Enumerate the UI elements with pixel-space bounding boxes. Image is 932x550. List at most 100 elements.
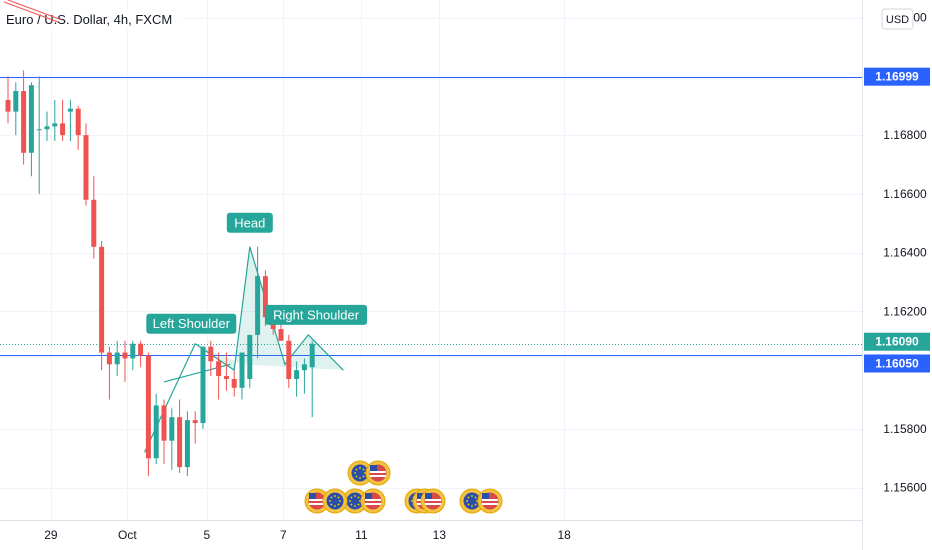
candle-body: [52, 123, 58, 127]
horizontal-line-group: [0, 77, 862, 356]
time-tick-label: 11: [355, 528, 368, 542]
candle-body: [169, 417, 175, 441]
candle-body: [5, 99, 11, 112]
candle: [216, 352, 222, 400]
candle: [255, 246, 261, 359]
candle: [161, 399, 167, 465]
time-tick-label: Oct: [118, 528, 137, 542]
flag-star: [362, 468, 365, 471]
candle: [177, 399, 183, 473]
time-tick-label: 7: [280, 528, 287, 542]
candle-body: [67, 108, 73, 112]
pattern-label[interactable]: Head: [226, 212, 273, 233]
price-tag: 1.16090: [864, 332, 930, 351]
flag-star: [471, 495, 473, 497]
eu-flag-icon[interactable]: [322, 488, 348, 514]
event-flags[interactable]: [304, 460, 503, 514]
flag-canton: [425, 493, 432, 499]
candle: [169, 408, 175, 471]
flag-canton: [365, 493, 372, 499]
candle-body: [91, 199, 97, 247]
us-flag-icon[interactable]: [365, 460, 391, 486]
title-background: [4, 9, 182, 29]
pattern-outline[interactable]: [143, 246, 344, 453]
candle-body: [60, 123, 66, 136]
price-tag-box: [864, 354, 930, 373]
candle-body: [200, 346, 206, 424]
eu-flag-icon[interactable]: [347, 460, 373, 486]
flag-star: [355, 475, 358, 478]
candle-body: [294, 370, 300, 379]
flag-stripe: [309, 499, 325, 501]
trendline-drawing[interactable]: [3, 1, 59, 23]
flag-face: [326, 492, 344, 510]
time-tick-label: 13: [433, 528, 447, 542]
candle-body: [262, 276, 268, 318]
flag-star: [359, 500, 361, 502]
candle: [309, 340, 315, 418]
pattern-label[interactable]: Left Shoulder: [146, 313, 237, 334]
flag-canton: [482, 493, 489, 499]
currency-button[interactable]: [881, 8, 914, 30]
pattern-fill: [195, 246, 344, 371]
us-flag-icon[interactable]: [360, 488, 386, 514]
flag-star: [337, 496, 340, 499]
candle: [13, 82, 19, 136]
us-flag-icon[interactable]: [477, 488, 503, 514]
time-tick-label: 5: [204, 528, 211, 542]
candle: [192, 411, 198, 444]
time-axis-ticks: 29 Oct 5 7 11 13 18: [44, 528, 571, 542]
symbol-title[interactable]: Euro / U.S. Dollar, 4h, FXCM: [6, 12, 172, 27]
candle-body: [278, 329, 284, 341]
price-tick-label: 1.16400: [883, 246, 927, 260]
flag-stripe: [365, 499, 381, 501]
candle-body: [75, 108, 81, 136]
candle-body: [130, 343, 136, 359]
price-tag-box: [864, 332, 930, 351]
price-tag-label: 1.16050: [875, 356, 919, 370]
us-flag-icon[interactable]: [304, 488, 330, 514]
flag-star: [350, 496, 353, 499]
candle-body: [99, 246, 105, 353]
flag-stripe: [370, 475, 386, 477]
candle-body: [301, 364, 307, 371]
price-axis[interactable]: [862, 0, 932, 550]
candle-body: [286, 340, 292, 379]
pattern-label-box: [226, 212, 273, 233]
flag-canton: [417, 493, 424, 499]
candle-body: [208, 346, 214, 362]
candle: [223, 352, 229, 391]
candle: [138, 340, 144, 368]
pattern-labels[interactable]: Left Shoulder Head Right Shoulder: [146, 212, 368, 334]
price-tag: 1.16999: [864, 67, 930, 86]
candle: [145, 352, 151, 476]
flag-star: [350, 503, 353, 506]
candle: [75, 105, 81, 150]
candle: [153, 393, 159, 465]
price-tick-label: 1.16200: [883, 304, 927, 318]
candle: [231, 370, 237, 397]
candle: [60, 99, 66, 142]
time-axis[interactable]: [0, 520, 862, 550]
flag-stripe: [425, 499, 441, 501]
eu-flag-icon[interactable]: [342, 488, 368, 514]
pattern-label-box: [265, 304, 368, 325]
candle: [36, 76, 42, 194]
trendline-drawing[interactable]: [7, 0, 63, 21]
flag-face: [351, 464, 369, 482]
candle-body: [122, 352, 128, 359]
flag-stripe: [365, 503, 381, 505]
flag-star: [354, 472, 356, 474]
candle: [91, 176, 97, 259]
candle-body: [184, 420, 190, 468]
flag-star: [339, 500, 341, 502]
pattern-label-text: Head: [234, 215, 265, 230]
candle: [247, 334, 253, 388]
price-tick-label: 1.15600: [883, 481, 927, 495]
candle: [286, 334, 292, 388]
us-flag-icon[interactable]: [420, 488, 446, 514]
candle-body: [28, 85, 34, 153]
time-tick-label: 18: [557, 528, 571, 542]
pattern-label[interactable]: Right Shoulder: [265, 304, 368, 325]
